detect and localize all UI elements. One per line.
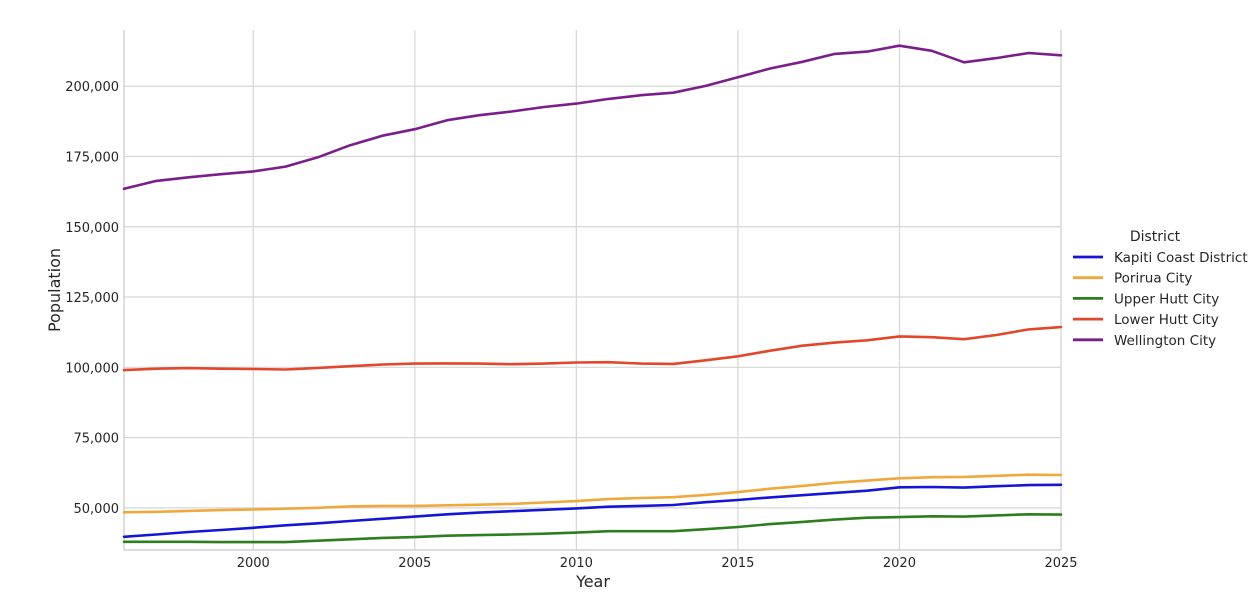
- legend-label: Kapiti Coast District: [1114, 250, 1248, 266]
- x-tick-label: 2010: [560, 556, 593, 571]
- series-line-lower-hutt-city: [122, 325, 1063, 372]
- y-tick-label: 125,000: [65, 291, 119, 306]
- legend-label: Porirua City: [1114, 271, 1192, 287]
- gridlines: [124, 30, 1062, 550]
- legend-item-upper-hutt-city: Upper Hutt City: [1073, 291, 1219, 307]
- legend-item-wellington-city: Wellington City: [1073, 333, 1216, 349]
- y-tick-label: 50,000: [74, 502, 120, 517]
- legend-item-kapiti-coast-district: Kapiti Coast District: [1073, 250, 1248, 266]
- series-line-kapiti-coast-district: [122, 483, 1063, 539]
- x-axis-title: Year: [575, 572, 610, 591]
- y-tick-label: 175,000: [65, 150, 119, 165]
- x-tick-label: 2025: [1044, 556, 1077, 571]
- y-tick-label: 200,000: [65, 80, 119, 95]
- legend-items: Kapiti Coast District Porirua City Upper H…: [1073, 250, 1248, 349]
- series-lines: [122, 44, 1063, 544]
- x-tick-label: 2005: [398, 556, 431, 571]
- y-tick-label: 150,000: [65, 221, 119, 236]
- series-line-wellington-city: [122, 44, 1063, 191]
- axes: [123, 30, 1061, 551]
- y-tick-label: 100,000: [65, 361, 119, 376]
- y-axis-title: Population: [45, 248, 64, 332]
- x-tick-label: 2020: [883, 556, 916, 571]
- x-tick-label: 2015: [721, 556, 754, 571]
- series-line-upper-hutt-city: [122, 512, 1063, 544]
- tick-labels: 2000 2005 2010 2015 2020 2025 50,000 75,000 100,…: [65, 80, 1077, 571]
- y-tick-label: 75,000: [74, 432, 120, 447]
- legend-item-porirua-city: Porirua City: [1073, 271, 1192, 287]
- x-tick-label: 2000: [237, 556, 270, 571]
- legend-label: Upper Hutt City: [1114, 291, 1219, 307]
- legend-item-lower-hutt-city: Lower Hutt City: [1073, 312, 1219, 328]
- legend-title: District: [1130, 229, 1181, 245]
- legend: District Kapiti Coast District Porirua Ci…: [1073, 229, 1248, 349]
- legend-label: Wellington City: [1114, 333, 1216, 349]
- series-line-porirua-city: [122, 473, 1063, 514]
- legend-label: Lower Hutt City: [1114, 312, 1219, 328]
